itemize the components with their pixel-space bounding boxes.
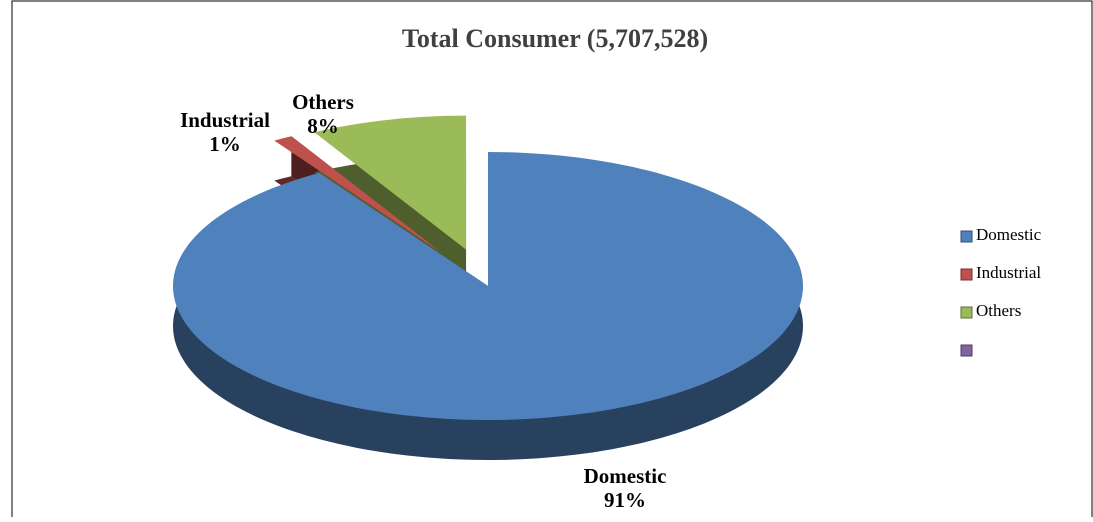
pie-slice [314, 115, 467, 250]
legend-swatch [960, 306, 973, 319]
legend-label: Domestic [976, 225, 1042, 244]
chart-title: Total Consumer (5,707,528) [402, 24, 708, 53]
legend-swatch [960, 230, 973, 243]
legend-label: Others [976, 301, 1021, 320]
legend-swatch [960, 344, 973, 357]
pie-slice [274, 136, 444, 254]
data-label-name: Others [292, 90, 354, 114]
data-label-value: 91% [604, 488, 646, 512]
data-label-value: 8% [307, 114, 339, 138]
data-label-name: Industrial [180, 108, 270, 132]
legend-swatch [960, 268, 973, 281]
data-label-value: 1% [209, 132, 241, 156]
pie-slice [172, 152, 803, 420]
data-label-name: Domestic [584, 464, 667, 488]
legend-label: Industrial [976, 263, 1041, 282]
